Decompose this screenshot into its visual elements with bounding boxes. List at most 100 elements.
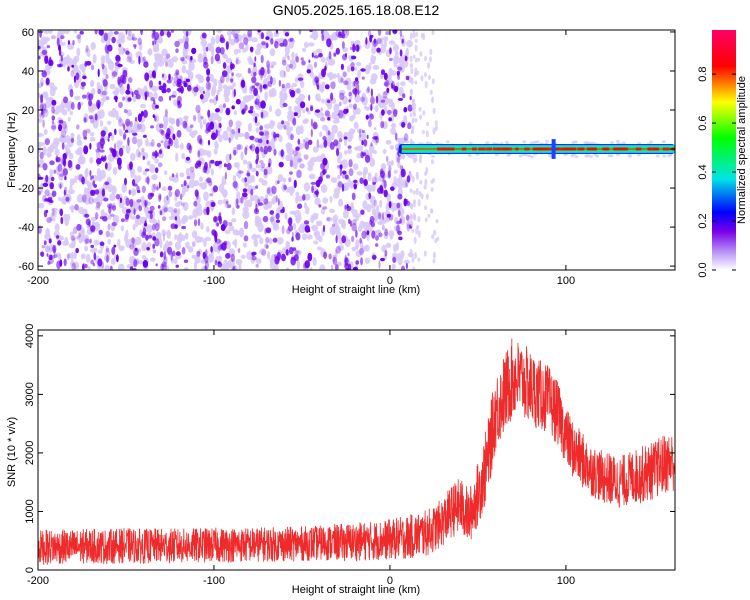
noise-speck [308, 173, 316, 180]
noise-speck [152, 41, 160, 52]
noise-blob [365, 114, 369, 120]
noise-blob [142, 56, 146, 62]
noise-blob [175, 118, 180, 127]
noise-blob [215, 94, 219, 102]
noise-blob [96, 162, 100, 167]
noise-speck [321, 124, 328, 131]
noise-blob [78, 232, 81, 238]
noise-blob [327, 130, 331, 136]
noise-blob [383, 82, 388, 87]
noise-blob [113, 244, 117, 248]
noise-blob [258, 101, 263, 109]
noise-fade [432, 107, 436, 115]
noise-blob [325, 174, 330, 179]
noise-blob [151, 223, 156, 231]
noise-blob [222, 62, 227, 69]
noise-blob [303, 154, 309, 160]
noise-blob [360, 209, 365, 215]
noise-speck [259, 237, 264, 245]
noise-speck [368, 144, 375, 154]
noise-blob [56, 37, 60, 47]
signal-bright-spot [551, 139, 556, 159]
noise-speck [211, 88, 216, 97]
noise-speck [237, 132, 245, 138]
noise-speck [199, 176, 203, 182]
noise-speck [289, 61, 297, 70]
noise-speck [247, 96, 252, 102]
noise-blob [185, 36, 189, 45]
noise-blob [405, 200, 411, 207]
noise-blob [238, 42, 245, 50]
noise-blob [143, 61, 149, 68]
noise-blob [383, 72, 388, 81]
snr-series-line [38, 338, 675, 565]
noise-blob [326, 99, 331, 104]
noise-blob [167, 246, 172, 255]
noise-speck [183, 267, 189, 270]
noise-blob [367, 86, 370, 93]
noise-speck [100, 55, 106, 64]
noise-blob [63, 189, 66, 196]
noise-speck [193, 261, 198, 270]
noise-speck [115, 110, 119, 121]
noise-blob [340, 77, 344, 83]
noise-blob [148, 210, 153, 214]
noise-blob [166, 87, 171, 93]
noise-blob [292, 247, 297, 252]
noise-speck [385, 242, 392, 248]
noise-speck [97, 249, 103, 254]
noise-speck [365, 88, 370, 94]
noise-blob [260, 54, 264, 64]
noise-speck [386, 193, 391, 203]
noise-blob [362, 129, 365, 134]
noise-blob [149, 205, 155, 212]
noise-blob [80, 81, 86, 87]
noise-speck [38, 92, 41, 99]
noise-blob [370, 142, 373, 147]
noise-blob [348, 91, 352, 97]
noise-blob [115, 193, 121, 200]
noise-fade [409, 112, 413, 118]
noise-blob [118, 147, 124, 157]
noise-speck [166, 229, 171, 239]
noise-blob [126, 83, 130, 91]
noise-blob [154, 222, 160, 232]
noise-speck [230, 38, 236, 46]
noise-blob [392, 30, 398, 34]
noise-speck [181, 217, 187, 225]
noise-blob [247, 30, 253, 38]
noise-fade [409, 32, 413, 40]
noise-speck [290, 185, 295, 194]
noise-blob [280, 149, 284, 158]
noise-speck [161, 186, 167, 192]
noise-speck [55, 105, 61, 114]
noise-speck [297, 195, 304, 202]
noise-blob [143, 199, 149, 207]
noise-blob [403, 133, 409, 142]
noise-blob [397, 74, 400, 81]
band-speck [662, 154, 667, 158]
noise-blob [91, 190, 94, 195]
noise-speck [216, 115, 222, 122]
noise-speck [330, 177, 338, 184]
noise-blob [308, 59, 311, 64]
noise-fade [411, 256, 415, 263]
noise-blob [181, 247, 186, 255]
noise-speck [130, 152, 136, 161]
noise-blob [406, 175, 411, 183]
noise-blob [75, 247, 79, 254]
noise-fade [419, 180, 423, 185]
noise-blob [41, 110, 45, 119]
noise-blob [243, 37, 249, 45]
noise-speck [380, 163, 387, 170]
noise-speck [81, 85, 85, 91]
noise-blob [166, 195, 169, 201]
noise-blob [154, 238, 160, 247]
noise-blob [288, 177, 292, 183]
noise-blob [53, 169, 57, 174]
noise-speck [364, 257, 371, 264]
noise-blob [186, 175, 191, 180]
noise-blob [173, 72, 179, 77]
noise-blob [269, 216, 275, 222]
